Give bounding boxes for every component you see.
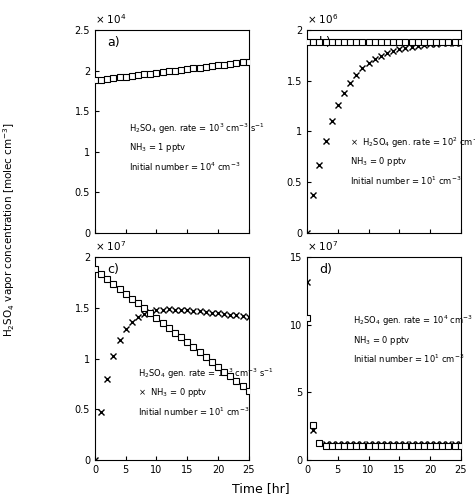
- Text: H$_2$SO$_4$ gen. rate = 10$^3$ cm$^{-3}$ s$^{-1}$
$\times$  NH$_3$ = 0 pptv
Init: H$_2$SO$_4$ gen. rate = 10$^3$ cm$^{-3}$…: [138, 366, 274, 418]
- Text: $\times$ 10$^{4}$: $\times$ 10$^{4}$: [95, 12, 126, 26]
- Text: b): b): [319, 36, 332, 49]
- Text: $\times$ 10$^{7}$: $\times$ 10$^{7}$: [307, 240, 338, 253]
- Text: d): d): [319, 264, 332, 276]
- Text: Time [hr]: Time [hr]: [232, 482, 290, 495]
- Text: $\times$ 10$^{7}$: $\times$ 10$^{7}$: [95, 240, 126, 253]
- Text: $\times$ 10$^{6}$: $\times$ 10$^{6}$: [307, 12, 339, 26]
- Text: H$_2$SO$_4$ vapor concentration [molec cm$^{-3}$]: H$_2$SO$_4$ vapor concentration [molec c…: [1, 122, 18, 338]
- Text: $\times$  H$_2$SO$_4$ gen. rate = 10$^2$ cm$^{-3}$ s$^{-1}$
NH$_3$ = 0 pptv
Init: $\times$ H$_2$SO$_4$ gen. rate = 10$^2$ …: [350, 136, 475, 187]
- Text: c): c): [107, 264, 119, 276]
- Text: H$_2$SO$_4$ gen. rate = 10$^3$ cm$^{-3}$ s$^{-1}$
NH$_3$ = 1 pptv
Initial number: H$_2$SO$_4$ gen. rate = 10$^3$ cm$^{-3}$…: [129, 122, 265, 172]
- Text: a): a): [107, 36, 120, 49]
- Text: H$_2$SO$_4$ gen. rate = 10$^4$ cm$^{-3}$ s$^{-1}$
NH$_3$ = 0 pptv
Initial number: H$_2$SO$_4$ gen. rate = 10$^4$ cm$^{-3}$…: [353, 314, 475, 366]
